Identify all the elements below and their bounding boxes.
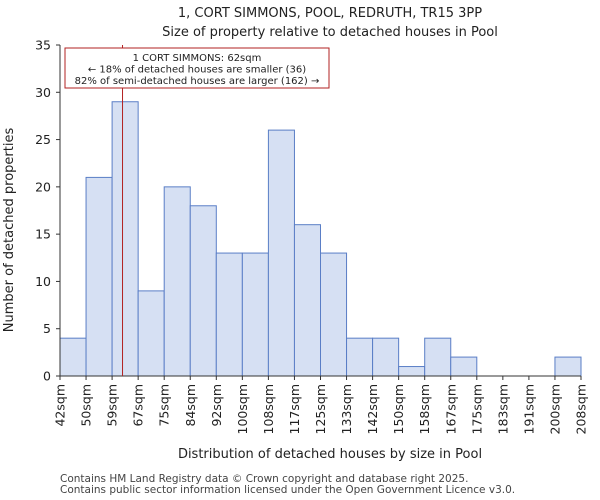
bar-42sqm <box>59 337 87 377</box>
bar-67sqm <box>137 290 165 377</box>
x-tick-label: 50sqm <box>79 384 94 427</box>
annotation-line-3: 82% of semi-detached houses are larger (… <box>75 76 320 87</box>
x-tick-label: 100sqm <box>235 384 250 434</box>
bar-125sqm <box>320 252 348 377</box>
y-tick-label: 35 <box>35 38 51 53</box>
x-tick-label: 84sqm <box>183 384 198 427</box>
x-tick-label: 167sqm <box>443 384 458 434</box>
x-tick-label: 75sqm <box>157 384 172 427</box>
x-tick-label: 150sqm <box>391 384 406 434</box>
y-tick-label: 25 <box>35 132 51 147</box>
bar-167sqm <box>450 356 478 377</box>
bar-100sqm <box>241 252 269 377</box>
bar-59sqm <box>111 101 139 377</box>
bar-133sqm <box>346 337 374 377</box>
x-tick-label: 42sqm <box>53 384 68 427</box>
footer-line-1: Contains HM Land Registry data © Crown c… <box>60 473 469 485</box>
annotation-box <box>64 47 330 89</box>
x-tick-label: 208sqm <box>574 384 589 434</box>
annotation-line-1: 1 CORT SIMMONS: 62sqm <box>133 53 262 64</box>
bar-84sqm <box>189 205 217 377</box>
x-tick-label: 175sqm <box>469 384 484 434</box>
x-tick-label: 92sqm <box>209 384 224 427</box>
y-tick-label: 15 <box>35 227 51 242</box>
x-axis-label: Distribution of detached houses by size … <box>178 447 482 462</box>
x-tick-label: 142sqm <box>365 384 380 434</box>
marker-group: 1 CORT SIMMONS: 62sqm← 18% of detached h… <box>64 45 330 376</box>
bar-92sqm <box>215 252 243 377</box>
y-tick-label: 0 <box>43 369 51 384</box>
footer-line-2: Contains public sector information licen… <box>60 484 516 496</box>
x-tick-label: 59sqm <box>105 384 120 427</box>
x-tick-label: 191sqm <box>521 384 536 434</box>
y-tick-label: 20 <box>35 179 51 194</box>
bar-75sqm <box>163 186 191 377</box>
x-tick-label: 67sqm <box>131 384 146 427</box>
bar-50sqm <box>85 176 113 377</box>
y-tick-label: 30 <box>35 85 51 100</box>
x-tick-label: 183sqm <box>495 384 510 434</box>
x-tick-label: 158sqm <box>417 384 432 434</box>
bar-200sqm <box>554 356 582 377</box>
bar-108sqm <box>267 129 295 377</box>
bar-150sqm <box>398 366 426 377</box>
x-tick-label: 133sqm <box>339 384 354 434</box>
x-tick-label: 117sqm <box>287 384 302 434</box>
y-tick-label: 10 <box>35 274 51 289</box>
chart-subtitle: Size of property relative to detached ho… <box>162 25 498 40</box>
bar-142sqm <box>372 337 400 377</box>
y-axis-label: Number of detached properties <box>2 128 17 333</box>
bar-158sqm <box>424 337 452 377</box>
bar-117sqm <box>293 224 322 377</box>
axes-group: 0 5 10 15 20 25 30 35 42sqm 50sqm 59sqm 67sqm 75sqm 8… <box>35 38 588 435</box>
x-tick-label: 108sqm <box>261 384 276 434</box>
bars-group <box>59 101 582 377</box>
annotation-line-2: ← 18% of detached houses are smaller (36… <box>88 65 306 76</box>
x-tick-label: 125sqm <box>313 384 328 434</box>
y-tick-label: 5 <box>43 321 51 336</box>
x-tick-label: 200sqm <box>547 384 562 434</box>
chart-title: 1, CORT SIMMONS, POOL, REDRUTH, TR15 3PP <box>178 6 482 21</box>
